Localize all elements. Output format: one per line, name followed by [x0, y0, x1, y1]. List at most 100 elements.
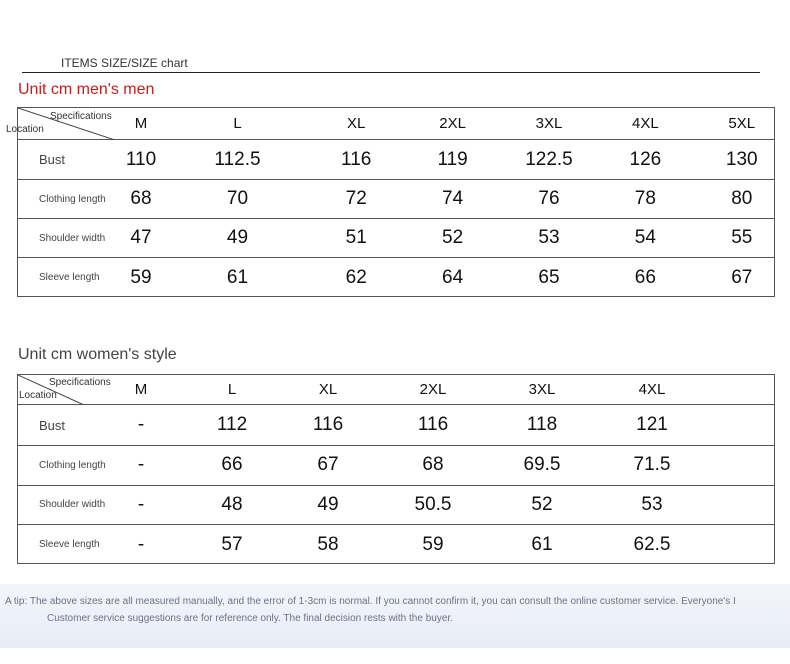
table-cell: -	[137, 414, 145, 435]
table-cell: 51	[345, 227, 367, 248]
table-cell: 58	[317, 533, 339, 555]
table-cell: 74	[442, 188, 464, 209]
table-cell: 112.5	[214, 148, 261, 170]
table-cell: 67	[731, 266, 753, 288]
tip-text-line-1: A tip: The above sizes are all measured …	[5, 596, 736, 607]
row-label: Sleeve length	[39, 539, 100, 551]
table-cell: 78	[634, 188, 656, 209]
size-header: 4XL	[638, 381, 666, 398]
table-cell: 66	[634, 266, 656, 288]
table-cell: 66	[221, 454, 243, 476]
row-label: Clothing length	[39, 193, 106, 205]
table-row-sleeve-length: Sleeve length 59 61 62 64 65 66 67	[18, 258, 774, 297]
table-cell: 69.5	[523, 454, 561, 476]
table-cell: 64	[442, 266, 464, 288]
table-header-row: Specifications Location M L XL 2XL 3XL 4…	[6, 108, 774, 140]
table-row-bust: Bust - 112 116 116 118 121	[18, 405, 774, 446]
men-table-title: Unit cm men's men	[18, 81, 155, 98]
table-cell: 71.5	[633, 454, 671, 476]
table-cell: 55	[731, 227, 753, 248]
table-cell: 70	[226, 188, 249, 209]
tip-text-line-2: Customer service suggestions are for ref…	[47, 613, 453, 624]
table-cell: 121	[636, 414, 668, 435]
table-row-sleeve-length: Sleeve length - 57 58 59 61 62.5	[18, 525, 774, 565]
table-cell: 53	[641, 493, 663, 515]
size-header: 3XL	[528, 381, 556, 398]
table-row-clothing-length: Clothing length - 66 67 68 69.5 71.5	[18, 446, 774, 486]
table-cell: 65	[538, 266, 560, 288]
size-header: L	[233, 115, 242, 132]
chart-title: ITEMS SIZE/SIZE chart	[61, 56, 188, 70]
row-label: Clothing length	[39, 459, 106, 471]
tip-banner	[0, 584, 790, 648]
table-cell: 118	[526, 414, 558, 435]
row-label: Bust	[39, 152, 66, 167]
table-cell: -	[137, 533, 145, 555]
table-cell: 76	[538, 188, 560, 209]
table-cell: 59	[130, 266, 152, 288]
table-cell: 110	[125, 148, 157, 170]
corner-header: Specifications Location	[18, 375, 115, 405]
size-header: L	[227, 381, 237, 398]
table-cell: 47	[130, 227, 152, 248]
women-table-title: Unit cm women's style	[18, 346, 177, 363]
table-cell: 61	[226, 266, 249, 288]
table-cell: 49	[226, 227, 249, 248]
table-cell: 67	[317, 454, 339, 476]
size-header: 5XL	[728, 115, 756, 132]
table-row-clothing-length: Clothing length 68 70 72 74 76 78 80	[18, 180, 774, 219]
location-label: Location	[6, 124, 44, 135]
table-row-shoulder-width: Shoulder width 47 49 51 52 53 54 55	[18, 219, 774, 258]
table-cell: 54	[634, 227, 656, 248]
size-header: 2XL	[439, 115, 466, 132]
specifications-label: Specifications	[49, 377, 111, 388]
table-cell: 57	[221, 533, 243, 555]
row-label: Bust	[39, 417, 66, 433]
table-cell: 48	[221, 493, 243, 515]
diagonal-divider	[18, 375, 85, 405]
row-label: Sleeve length	[39, 272, 100, 283]
size-header: M	[134, 381, 148, 398]
women-size-table: Specifications Location M L XL 2XL 3XL 4…	[17, 374, 775, 564]
specifications-label: Specifications	[50, 111, 112, 122]
title-divider	[22, 72, 760, 73]
table-cell: 116	[417, 414, 449, 435]
table-cell: 126	[629, 148, 662, 170]
table-header-row: Specifications Location M L XL 2XL 3XL 4…	[18, 375, 774, 405]
diagonal-divider	[18, 108, 115, 140]
table-cell: -	[137, 454, 145, 476]
table-cell: -	[137, 493, 145, 515]
table-cell: 116	[341, 148, 372, 170]
table-cell: 62.5	[633, 533, 671, 555]
corner-header: Specifications Location	[6, 108, 115, 140]
table-cell: 72	[345, 188, 367, 209]
table-cell: 119	[437, 148, 468, 170]
table-cell: 122.5	[525, 148, 573, 170]
size-header: XL	[347, 115, 366, 132]
table-cell: 112	[216, 414, 248, 435]
men-size-table: Specifications Location M L XL 2XL 3XL 4…	[6, 107, 775, 297]
table-cell: 116	[312, 414, 344, 435]
location-label: Location	[19, 390, 57, 401]
table-cell: 59	[422, 533, 444, 555]
table-row-bust: Bust 110 112.5 116 119 122.5 126 130	[18, 140, 774, 180]
table-cell: 53	[538, 227, 560, 248]
size-header: XL	[318, 381, 338, 398]
table-cell: 68	[130, 188, 152, 209]
table-cell: 61	[531, 533, 553, 555]
size-header: 3XL	[535, 115, 563, 132]
table-cell: 130	[725, 148, 758, 170]
table-cell: 68	[422, 454, 444, 476]
row-label: Shoulder width	[39, 499, 106, 511]
table-cell: 52	[442, 227, 464, 248]
size-header: 4XL	[632, 115, 659, 132]
table-cell: 52	[531, 493, 553, 515]
table-cell: 62	[345, 266, 367, 288]
table-cell: 50.5	[414, 493, 452, 515]
table-cell: 80	[731, 188, 753, 209]
size-header: M	[134, 115, 148, 132]
size-header: 2XL	[419, 381, 447, 398]
table-row-shoulder-width: Shoulder width - 48 49 50.5 52 53	[18, 486, 774, 525]
row-label: Shoulder width	[39, 232, 106, 244]
table-cell: 49	[317, 493, 339, 515]
